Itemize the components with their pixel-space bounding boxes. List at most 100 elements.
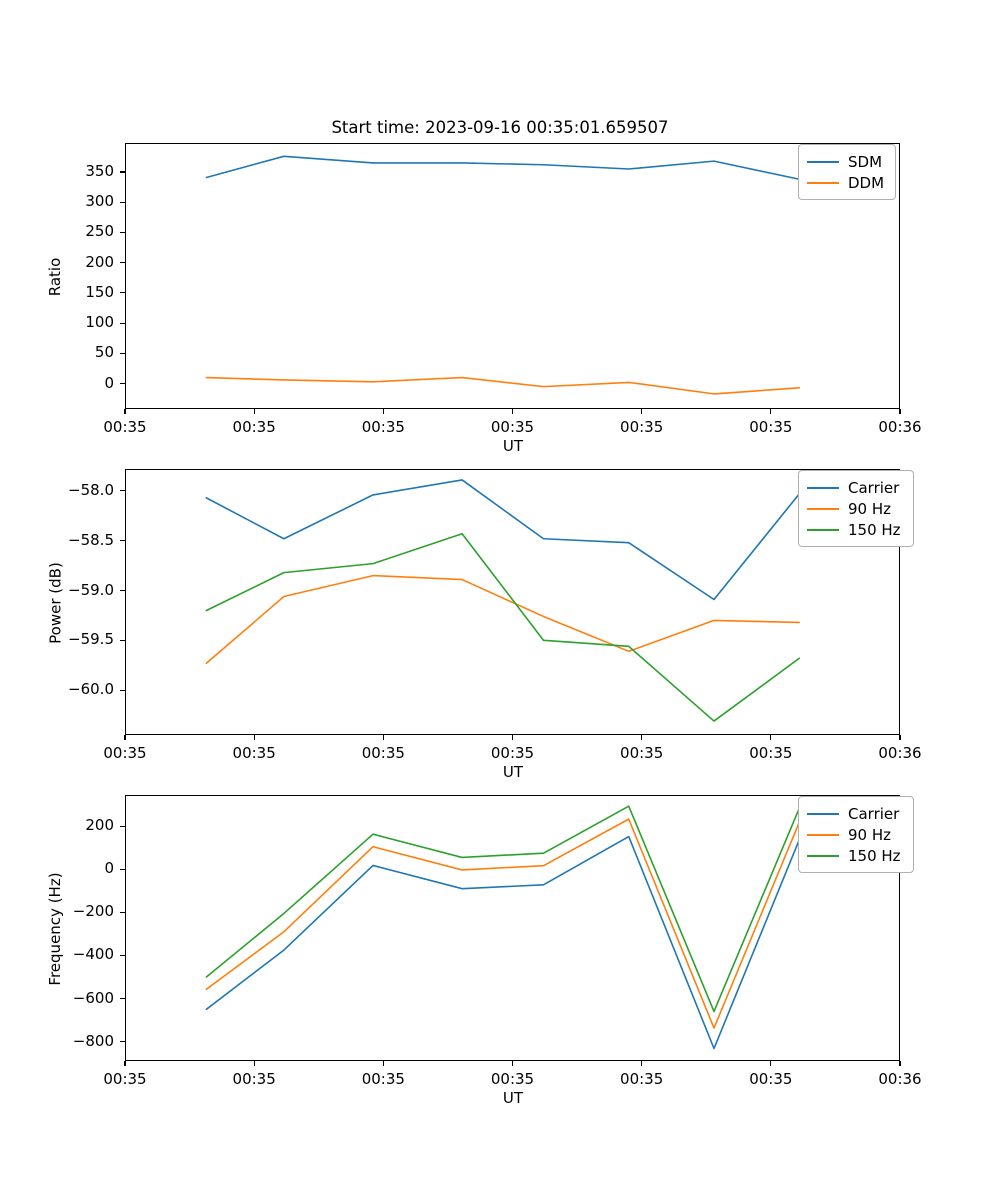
- legend-ratio[interactable]: SDM DDM: [798, 144, 896, 200]
- x-tick-label: 00:35: [232, 1070, 276, 1088]
- legend-item[interactable]: Carrier: [807, 803, 905, 824]
- legend-label: 150 Hz: [848, 846, 901, 865]
- x-tick-mark: [899, 1061, 901, 1066]
- legend-line-swatch: [807, 507, 839, 510]
- legend-label: 90 Hz: [848, 499, 892, 518]
- y-tick-mark: [120, 352, 125, 354]
- y-tick-mark: [120, 997, 125, 1000]
- y-tick-mark: [120, 589, 125, 592]
- axes-frame-ratio: [125, 143, 900, 409]
- legend-line-swatch: [807, 854, 839, 857]
- x-tick-label: 00:35: [232, 418, 276, 436]
- legend-label: 90 Hz: [848, 825, 892, 844]
- x-tick-mark: [382, 409, 384, 414]
- y-tick-label: −59.0: [68, 580, 114, 599]
- y-tick-label: −58.0: [68, 480, 114, 499]
- x-tick-label: 00:35: [490, 418, 535, 436]
- legend-item[interactable]: Carrier: [807, 477, 905, 498]
- y-tick-mark: [120, 868, 125, 870]
- x-tick-mark: [770, 1061, 772, 1066]
- y-tick-mark: [120, 231, 125, 234]
- y-tick-mark: [120, 639, 125, 641]
- legend-item[interactable]: 150 Hz: [807, 845, 905, 866]
- x-tick-label: 00:35: [620, 418, 664, 436]
- legend-frequency[interactable]: Carrier 90 Hz 150 Hz: [798, 796, 914, 873]
- y-tick-label: −400: [72, 945, 114, 964]
- x-tick-label: 00:35: [490, 1070, 535, 1088]
- x-tick-mark: [899, 735, 901, 740]
- series-line-carrier: [205, 835, 801, 1050]
- x-axis-label-ratio: UT: [502, 437, 524, 455]
- x-tick-mark: [382, 1061, 384, 1066]
- x-tick-mark: [511, 735, 514, 740]
- legend-line-swatch: [807, 181, 839, 184]
- y-tick-mark: [120, 911, 125, 913]
- x-tick-label: 00:36: [878, 418, 922, 436]
- legend-label: SDM: [848, 152, 883, 171]
- legend-label: DDM: [848, 173, 885, 192]
- series-line-150-hz: [205, 532, 801, 722]
- x-tick-label: 00:36: [878, 1070, 922, 1088]
- y-tick-mark: [120, 1041, 125, 1043]
- y-tick-label: 250: [85, 222, 114, 241]
- legend-item[interactable]: 150 Hz: [807, 519, 905, 540]
- x-tick-mark: [641, 735, 643, 740]
- subplot-ratio: Ratio UT SDM DDM: [0, 0, 1000, 460]
- x-axis-label-power: UT: [502, 763, 524, 781]
- x-tick-label: 00:35: [103, 1070, 147, 1088]
- series-line-carrier: [205, 479, 801, 601]
- x-tick-label: 00:35: [749, 744, 793, 762]
- y-tick-mark: [120, 262, 125, 264]
- x-tick-mark: [253, 1061, 255, 1066]
- y-tick-mark: [120, 322, 125, 324]
- legend-item[interactable]: 90 Hz: [807, 824, 905, 845]
- y-tick-mark: [120, 954, 125, 956]
- y-tick-mark: [120, 201, 125, 203]
- series-line-150-hz: [205, 805, 801, 1013]
- y-tick-label: 150: [85, 282, 114, 301]
- legend-item[interactable]: SDM: [807, 151, 887, 172]
- x-tick-mark: [770, 409, 772, 414]
- y-tick-label: 50: [94, 343, 114, 362]
- x-tick-label: 00:35: [749, 1070, 793, 1088]
- y-tick-label: 0: [104, 373, 114, 392]
- y-tick-label: −60.0: [68, 680, 114, 699]
- x-tick-mark: [124, 409, 126, 414]
- x-tick-mark: [899, 409, 901, 414]
- x-tick-label: 00:35: [620, 744, 664, 762]
- x-tick-label: 00:36: [878, 744, 922, 762]
- y-tick-label: 300: [85, 192, 114, 211]
- y-tick-label: −59.5: [68, 630, 114, 649]
- x-tick-mark: [770, 735, 772, 740]
- y-tick-mark: [120, 292, 125, 294]
- y-tick-label: 0: [104, 859, 114, 878]
- legend-label: Carrier: [848, 804, 900, 823]
- legend-line-swatch: [807, 160, 839, 163]
- legend-line-swatch: [807, 528, 839, 531]
- x-tick-mark: [641, 1061, 643, 1066]
- axes-frame-frequency: [125, 795, 900, 1061]
- x-tick-mark: [124, 735, 126, 740]
- y-tick-label: 200: [85, 816, 114, 835]
- x-tick-label: 00:35: [490, 744, 535, 762]
- plot-area-ratio: [205, 155, 801, 395]
- legend-line-swatch: [807, 812, 839, 815]
- y-tick-mark: [120, 383, 125, 385]
- y-tick-label: −200: [72, 902, 114, 921]
- y-tick-mark: [120, 825, 125, 827]
- x-tick-mark: [124, 1061, 126, 1066]
- legend-item[interactable]: DDM: [807, 172, 887, 193]
- x-tick-mark: [253, 735, 255, 740]
- x-axis-label-frequency: UT: [502, 1089, 524, 1107]
- legend-line-swatch: [807, 486, 839, 489]
- x-tick-label: 00:35: [103, 418, 147, 436]
- x-tick-mark: [641, 409, 643, 414]
- x-tick-label: 00:35: [749, 418, 793, 436]
- legend-item[interactable]: 90 Hz: [807, 498, 905, 519]
- legend-power[interactable]: Carrier 90 Hz 150 Hz: [798, 470, 914, 547]
- x-tick-mark: [511, 1061, 514, 1066]
- legend-line-swatch: [807, 833, 839, 836]
